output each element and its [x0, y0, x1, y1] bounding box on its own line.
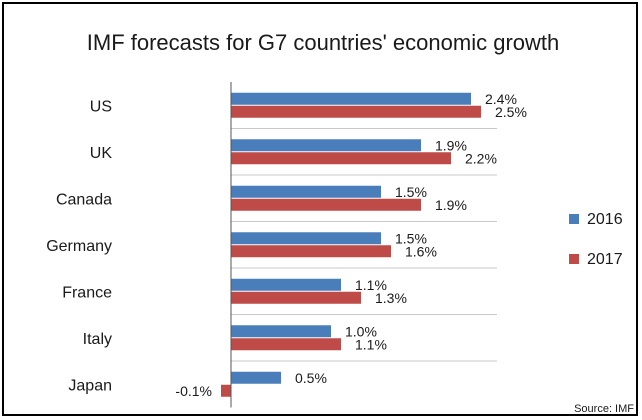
bars: [221, 92, 481, 397]
category-labels: US UK Canada Germany France Italy Japan: [46, 98, 112, 394]
bar-2016: [231, 185, 381, 198]
data-label: 1.9%: [435, 197, 467, 213]
data-label: 1.0%: [345, 323, 377, 339]
bar-2016: [231, 371, 281, 384]
bar-2016: [231, 92, 471, 105]
bar-2017: [221, 384, 231, 397]
data-label: 1.6%: [405, 243, 437, 259]
data-label: 2.4%: [485, 91, 517, 107]
data-labels: 2.4%2.5%1.9%2.2%1.5%1.9%1.5%1.6%1.1%1.3%…: [175, 91, 527, 399]
source-note: Source: IMF: [574, 403, 634, 415]
bar-2016: [231, 278, 341, 291]
data-label: 2.2%: [465, 150, 497, 166]
bar-2017: [231, 198, 421, 211]
legend-swatch-2017: [569, 254, 579, 264]
bar-2016: [231, 232, 381, 245]
data-label: 1.3%: [375, 290, 407, 306]
legend-swatch-2016: [569, 214, 579, 224]
legend-label: 2016: [587, 211, 623, 228]
category-label: Japan: [68, 377, 112, 394]
data-label: 0.5%: [295, 370, 327, 386]
category-label: Canada: [56, 191, 112, 208]
data-label: 2.5%: [495, 104, 527, 120]
bar-2017: [231, 245, 391, 258]
bar-2017: [231, 105, 481, 118]
legend-label: 2017: [587, 251, 623, 268]
category-label: Italy: [83, 331, 112, 348]
category-label: US: [90, 98, 112, 115]
bar-2017: [231, 152, 451, 165]
category-label: UK: [90, 145, 113, 162]
bar-2016: [231, 139, 421, 152]
gridlines: [231, 128, 497, 362]
legend: 2016 2017: [569, 211, 623, 268]
category-label: France: [62, 284, 112, 301]
bar-2016: [231, 325, 331, 338]
data-label: -0.1%: [175, 383, 212, 399]
bar-2017: [231, 291, 361, 304]
data-label: 1.5%: [395, 230, 427, 246]
data-label: 1.5%: [395, 184, 427, 200]
data-label: 1.9%: [435, 137, 467, 153]
data-label: 1.1%: [355, 277, 387, 293]
data-label: 1.1%: [355, 336, 387, 352]
chart-title: IMF forecasts for G7 countries' economic…: [87, 30, 559, 55]
category-label: Germany: [46, 238, 112, 255]
bar-2017: [231, 338, 341, 351]
